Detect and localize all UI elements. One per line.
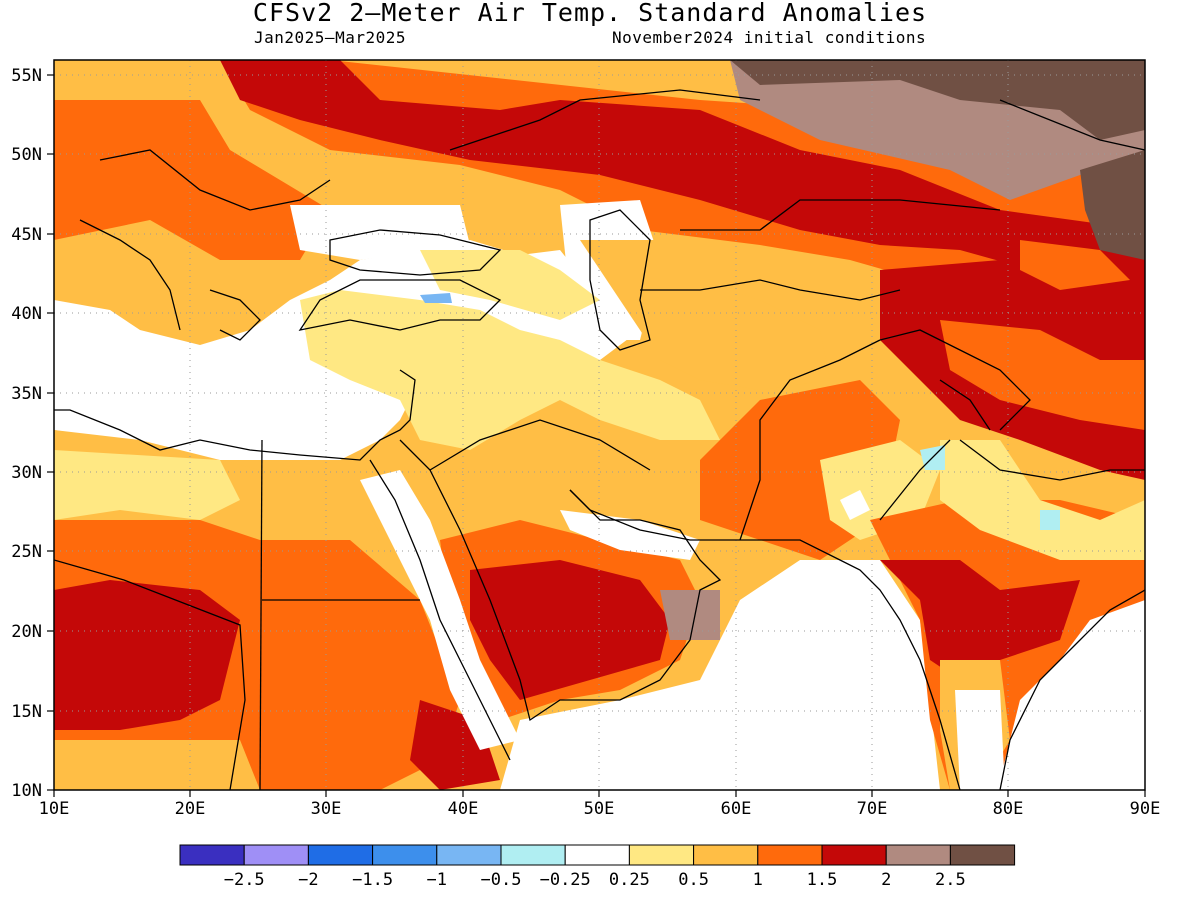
- map-title: CFSv2 2–Meter Air Temp. Standard Anomali…: [252, 0, 928, 27]
- x-tick-label: 10E: [39, 799, 70, 819]
- field-red-sahel: [54, 580, 240, 730]
- field-brown-light: [330, 60, 1145, 200]
- y-tick-labels: 10N 15N 20N 25N 30N 35N 40N 45N 50N 55N: [11, 66, 42, 801]
- y-tick-label: 15N: [11, 702, 42, 722]
- field-red-india: [880, 560, 1080, 680]
- colorbar-label: 0.25: [609, 870, 650, 890]
- y-tick-label: 45N: [11, 225, 42, 245]
- y-tick-label: 40N: [11, 304, 42, 324]
- colorbar-label: −2.5: [224, 870, 265, 890]
- y-tick-label: 10N: [11, 781, 42, 801]
- field-yellow-mideast: [300, 290, 720, 450]
- axis-ticks: [47, 74, 1146, 797]
- x-tick-label: 30E: [311, 799, 342, 819]
- colorbar-label: −0.5: [481, 870, 522, 890]
- colorbar: −2.5 −2 −1.5 −1 −0.5 −0.25 0.25 0.5 1 1.5 2 2.5: [179, 844, 1016, 890]
- colorbar-swatch: [885, 844, 951, 866]
- colorbar-swatch: [372, 844, 438, 866]
- colorbar-label: 2: [881, 870, 891, 890]
- field-red-north: [220, 60, 1145, 275]
- y-tick-label: 20N: [11, 622, 42, 642]
- field-white-redsea: [360, 470, 520, 750]
- initial-conditions: November2024 initial conditions: [612, 28, 927, 47]
- y-tick-label: 35N: [11, 384, 42, 404]
- colorbar-label: 1: [753, 870, 763, 890]
- colorbar-label: −2: [298, 870, 318, 890]
- field-white-arabiansea: [500, 560, 940, 790]
- x-tick-label: 40E: [448, 799, 479, 819]
- colorbar-label: 1.5: [807, 870, 838, 890]
- colorbar-swatch: [179, 844, 245, 866]
- colorbar-label: 0.5: [678, 870, 709, 890]
- forecast-period: Jan2025–Mar2025: [254, 28, 406, 47]
- colorbar-swatch: [949, 844, 1016, 866]
- colorbar-swatch: [628, 844, 695, 866]
- y-tick-label: 55N: [11, 66, 42, 86]
- colorbar-swatch: [564, 844, 630, 866]
- colorbar-swatch: [693, 844, 759, 866]
- colorbar-label: 2.5: [935, 870, 966, 890]
- colorbar-swatch: [500, 844, 566, 866]
- x-tick-labels: 10E 20E 30E 40E 50E 60E 70E 80E 90E: [39, 799, 1161, 819]
- x-tick-label: 90E: [1130, 799, 1161, 819]
- colorbar-swatch: [821, 844, 887, 866]
- field-brown-dark: [730, 60, 1145, 140]
- field-orange-europe: [54, 100, 330, 260]
- colorbar-swatch: [436, 844, 502, 866]
- y-tick-label: 30N: [11, 463, 42, 483]
- colorbar-swatch: [307, 844, 374, 866]
- y-tick-label: 25N: [11, 542, 42, 562]
- colorbar-label: −1.5: [352, 870, 393, 890]
- x-tick-label: 80E: [993, 799, 1024, 819]
- x-tick-label: 60E: [721, 799, 752, 819]
- colorbar-swatch: [757, 844, 823, 866]
- y-tick-label: 50N: [11, 145, 42, 165]
- colorbar-label: −1: [427, 870, 447, 890]
- colorbar-swatch: [243, 844, 309, 866]
- colorbar-label: −0.25: [540, 870, 591, 890]
- x-tick-label: 20E: [175, 799, 206, 819]
- anomaly-field: [54, 60, 1145, 790]
- coastlines: [54, 89, 1145, 790]
- x-tick-label: 70E: [857, 799, 888, 819]
- field-red-arabia: [470, 560, 670, 700]
- x-tick-label: 50E: [584, 799, 615, 819]
